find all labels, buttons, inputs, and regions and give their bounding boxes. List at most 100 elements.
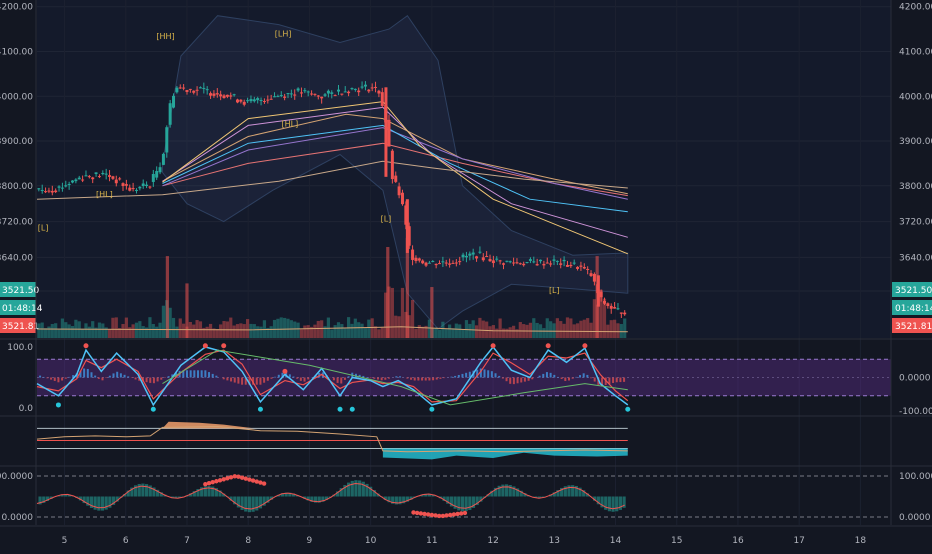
candle-body (367, 90, 370, 92)
stochastic-histogram-bar (193, 370, 195, 377)
stochastic-histogram-bar (399, 376, 401, 377)
stochastic-histogram-bar (406, 378, 408, 379)
volume-bar (610, 320, 613, 338)
stochastic-histogram-bar (388, 378, 390, 379)
stochastic-histogram-bar (39, 376, 41, 378)
volume-bar (367, 320, 370, 338)
candle-body (569, 265, 572, 266)
stochastic-histogram-bar (564, 378, 566, 382)
volume-bar (354, 319, 357, 338)
pivot-marker: [L] (381, 215, 392, 224)
stochastic-high-dot (83, 343, 88, 348)
volume-bar (445, 329, 448, 338)
price-tick-right: 4000.00 (899, 92, 932, 102)
volume-bar (492, 325, 495, 338)
volume-bar (448, 325, 451, 338)
candle-body (101, 173, 104, 174)
volume-bar (546, 318, 549, 338)
candle-body (64, 185, 67, 186)
volume-bar (162, 306, 165, 338)
volume-bar (229, 318, 232, 338)
candle-body (132, 188, 135, 189)
stochastic-histogram-bar (120, 373, 122, 377)
pivot-marker: [HL] (281, 120, 298, 129)
volume-bar (455, 324, 458, 338)
candle-body (175, 88, 178, 93)
candle-body (539, 260, 542, 261)
time-tick: 17 (793, 536, 804, 546)
stochastic-histogram-bar (65, 378, 67, 379)
volume-bar (142, 326, 145, 338)
stochastic-high-dot (282, 369, 287, 374)
candle-body (425, 263, 428, 266)
rsi-overbought-dot (225, 476, 229, 480)
stochastic-histogram-bar (417, 378, 419, 381)
volume-bar (286, 319, 289, 338)
candle-body (438, 263, 441, 264)
volume-bar (468, 324, 471, 338)
volume-bar (246, 319, 249, 338)
candle-body (542, 264, 545, 265)
stochastic-histogram-bar (491, 371, 493, 377)
stochastic-histogram-bar (168, 376, 170, 377)
pivot-marker: [LH] (275, 30, 292, 39)
rsi-overbought-dot (229, 475, 233, 479)
candle-body (482, 257, 485, 260)
candle-body (47, 191, 50, 192)
stochastic-low-dot (350, 407, 355, 412)
candle-body (536, 264, 539, 265)
candle-body (189, 89, 192, 90)
stochastic-histogram-bar (495, 373, 497, 377)
volume-bar (364, 328, 367, 338)
volume-bar (158, 323, 161, 338)
candle-body (169, 103, 172, 125)
volume-bar (613, 320, 616, 338)
price-tick-right: 4100.00 (899, 47, 932, 57)
stochastic-histogram-bar (337, 378, 339, 383)
volume-bar (253, 324, 256, 338)
volume-bar (296, 323, 299, 338)
volume-bar (552, 323, 555, 338)
rsi-area-bar (468, 497, 471, 510)
candle-body (337, 90, 340, 92)
candle-body (421, 261, 424, 264)
stochastic-histogram-bar (237, 378, 239, 384)
volume-bar (340, 324, 343, 338)
price-tick-right: 3900.00 (899, 137, 932, 147)
time-tick: 15 (671, 536, 682, 546)
rsi-area-bar (461, 497, 464, 512)
candle-body (68, 184, 71, 185)
volume-bar (256, 326, 259, 338)
candle-body (202, 88, 205, 89)
candle-body (61, 188, 64, 189)
volume-bar (179, 318, 182, 338)
candle-body (391, 151, 394, 179)
candle-body (78, 178, 81, 180)
candle-body (606, 303, 609, 306)
candle-body (125, 184, 128, 186)
rsi-area-bar (248, 497, 251, 513)
volume-bar (542, 328, 545, 338)
volume-bar (377, 329, 380, 338)
stochastic-histogram-bar (377, 378, 379, 380)
rsi-overbought-dot (222, 477, 226, 481)
volume-bar (51, 324, 54, 338)
stochastic-histogram-bar (454, 376, 456, 378)
volume-bar (519, 322, 522, 338)
stochastic-histogram-bar (425, 378, 427, 381)
volume-bar (532, 318, 535, 338)
candle-body (478, 252, 481, 253)
candle-body (388, 120, 391, 147)
candle-body (573, 263, 576, 264)
stochastic-histogram-bar (208, 372, 210, 377)
candle-body (579, 266, 582, 267)
candle-body (71, 181, 74, 183)
candle-body (108, 175, 111, 177)
volume-bar (303, 326, 306, 338)
stochastic-histogram-bar (333, 378, 335, 381)
stochastic-histogram-bar (278, 375, 280, 378)
candle-body (489, 259, 492, 261)
stochastic-histogram-bar (263, 378, 265, 383)
volume-bar (300, 329, 303, 338)
